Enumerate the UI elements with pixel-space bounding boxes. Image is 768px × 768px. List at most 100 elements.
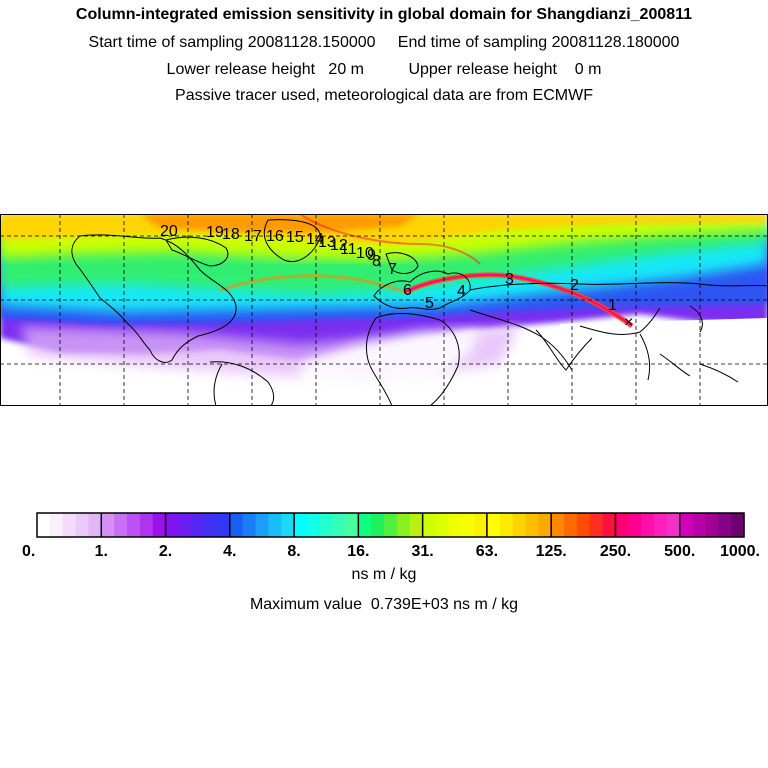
colorbar-cell	[666, 513, 681, 537]
colorbar-cell	[384, 513, 398, 537]
maximum-value-text: Maximum value 0.739E+03 ns m / kg	[249, 596, 519, 613]
trajectory-label-15: 15	[286, 229, 304, 246]
colorbar-cell	[242, 513, 257, 537]
colorbar-cell	[409, 513, 424, 537]
colorbar-cell	[615, 513, 629, 537]
colorbar-cell	[512, 513, 527, 537]
colorbar-cell	[538, 513, 552, 537]
trajectory-label-9: 9	[367, 247, 376, 264]
release-height-line: Lower release height 20 m Upper release …	[166, 61, 602, 78]
colorbar-cell	[178, 513, 192, 537]
colorbar-cell	[294, 513, 308, 537]
colorbar-tick-label: 1000.	[720, 543, 760, 560]
colorbar-cell	[191, 513, 205, 537]
trajectory-label-18: 18	[222, 226, 240, 243]
colorbar-cell	[692, 513, 707, 537]
colorbar-tick-label: 0.	[22, 543, 35, 560]
trajectory-label-1: 1	[608, 297, 617, 314]
colorbar-tick-labels: 0. 1. 2. 4. 8. 16. 31. 63. 125. 250. 500. 1000.	[22, 543, 760, 560]
colorbar-cell	[602, 513, 617, 537]
colorbar-cell	[422, 513, 437, 537]
colorbar-cell	[345, 513, 359, 537]
colorbar-cell	[731, 513, 745, 537]
colorbar-tick-label: 8.	[287, 543, 300, 560]
trajectory-label-14: 14	[306, 231, 324, 248]
colorbar-cell	[255, 513, 269, 537]
colorbar-cell	[75, 513, 90, 537]
trajectory-label-6: 6	[403, 282, 412, 299]
trajectory-label-13: 13	[318, 234, 336, 251]
colorbar-cell	[474, 513, 488, 537]
trajectory-label-2: 2	[570, 277, 579, 294]
colorbar-cell	[126, 513, 141, 537]
colorbar-cell	[204, 513, 218, 537]
colorbar-unit: ns m / kg	[351, 566, 417, 583]
colorbar-cell	[499, 513, 514, 537]
colorbar-tick-label: 31.	[412, 543, 434, 560]
receptor-marker: ×	[624, 314, 633, 331]
colorbar-cell	[718, 513, 732, 537]
colorbar-cell	[281, 513, 295, 537]
colorbar-cell	[435, 513, 449, 537]
colorbar-cell	[319, 513, 334, 537]
colorbar-cell	[49, 513, 64, 537]
colorbar-cell	[589, 513, 604, 537]
trajectory-label-3: 3	[505, 271, 514, 288]
colorbar-cell	[229, 513, 244, 537]
trajectory-label-20: 20	[160, 223, 178, 240]
colorbar: 0. 1. 2. 4. 8. 16. 31. 63. 125. 250. 500. 1000.	[22, 512, 760, 560]
colorbar-cell	[576, 513, 591, 537]
colorbar-tick-label: 4.	[223, 543, 236, 560]
trajectory-label-7: 7	[388, 261, 397, 278]
colorbar-cell	[152, 513, 167, 537]
colorbar-cell	[114, 513, 128, 537]
colorbar-cells	[37, 513, 745, 537]
colorbar-cell	[371, 513, 385, 537]
colorbar-dividers	[100, 513, 681, 537]
trajectory-label-8: 8	[372, 253, 381, 270]
colorbar-cell	[101, 513, 115, 537]
trajectory-label-5: 5	[425, 295, 434, 312]
colorbar-cell	[679, 513, 694, 537]
colorbar-cell	[486, 513, 501, 537]
colorbar-tick-label: 16.	[347, 543, 369, 560]
colorbar-cell	[705, 513, 719, 537]
colorbar-cell	[641, 513, 655, 537]
colorbar-tick-label: 250.	[600, 543, 631, 560]
sensitivity-map: 1 2 3 4 5 6 7 8 9 10 11 12 13 14 15 16 1…	[0, 214, 768, 406]
trajectory-label-4: 4	[457, 283, 466, 300]
colorbar-cell	[88, 513, 102, 537]
trajectory-label-17: 17	[244, 228, 262, 245]
plot-title: Column-integrated emission sensitivity i…	[75, 6, 693, 23]
colorbar-tick-label: 63.	[476, 543, 498, 560]
colorbar-cell	[216, 513, 231, 537]
colorbar-cell	[448, 513, 462, 537]
colorbar-cell	[564, 513, 578, 537]
sampling-time-line: Start time of sampling 20081128.150000 E…	[88, 34, 680, 51]
lat-lon-grid	[0, 214, 768, 406]
trajectory-label-19: 19	[206, 224, 224, 241]
colorbar-cell	[654, 513, 668, 537]
data-source-line: Passive tracer used, meteorological data…	[175, 87, 593, 104]
colorbar-cell	[268, 513, 282, 537]
trajectory-label-16: 16	[266, 228, 284, 245]
colorbar-tick-label: 2.	[159, 543, 172, 560]
colorbar-cell	[139, 513, 154, 537]
colorbar-cell	[396, 513, 411, 537]
colorbar-frame	[36, 512, 745, 538]
trajectory-labels: 1 2 3 4 5 6 7 8 9 10 11 12 13 14 15 16 1…	[160, 223, 617, 314]
colorbar-cell	[332, 513, 347, 537]
coastlines	[71, 219, 767, 405]
colorbar-cell	[62, 513, 77, 537]
trajectory-label-12: 12	[330, 237, 348, 254]
colorbar-tick-label: 125.	[536, 543, 567, 560]
trajectory-label-10: 10	[356, 245, 374, 262]
colorbar-tick-label: 500.	[664, 543, 695, 560]
colorbar-cell	[461, 513, 475, 537]
colorbar-cell	[628, 513, 642, 537]
colorbar-cell	[37, 513, 51, 537]
trajectory-label-11: 11	[340, 241, 357, 258]
colorbar-cell	[358, 513, 372, 537]
colorbar-cell	[551, 513, 565, 537]
sensitivity-field	[1, 215, 767, 405]
